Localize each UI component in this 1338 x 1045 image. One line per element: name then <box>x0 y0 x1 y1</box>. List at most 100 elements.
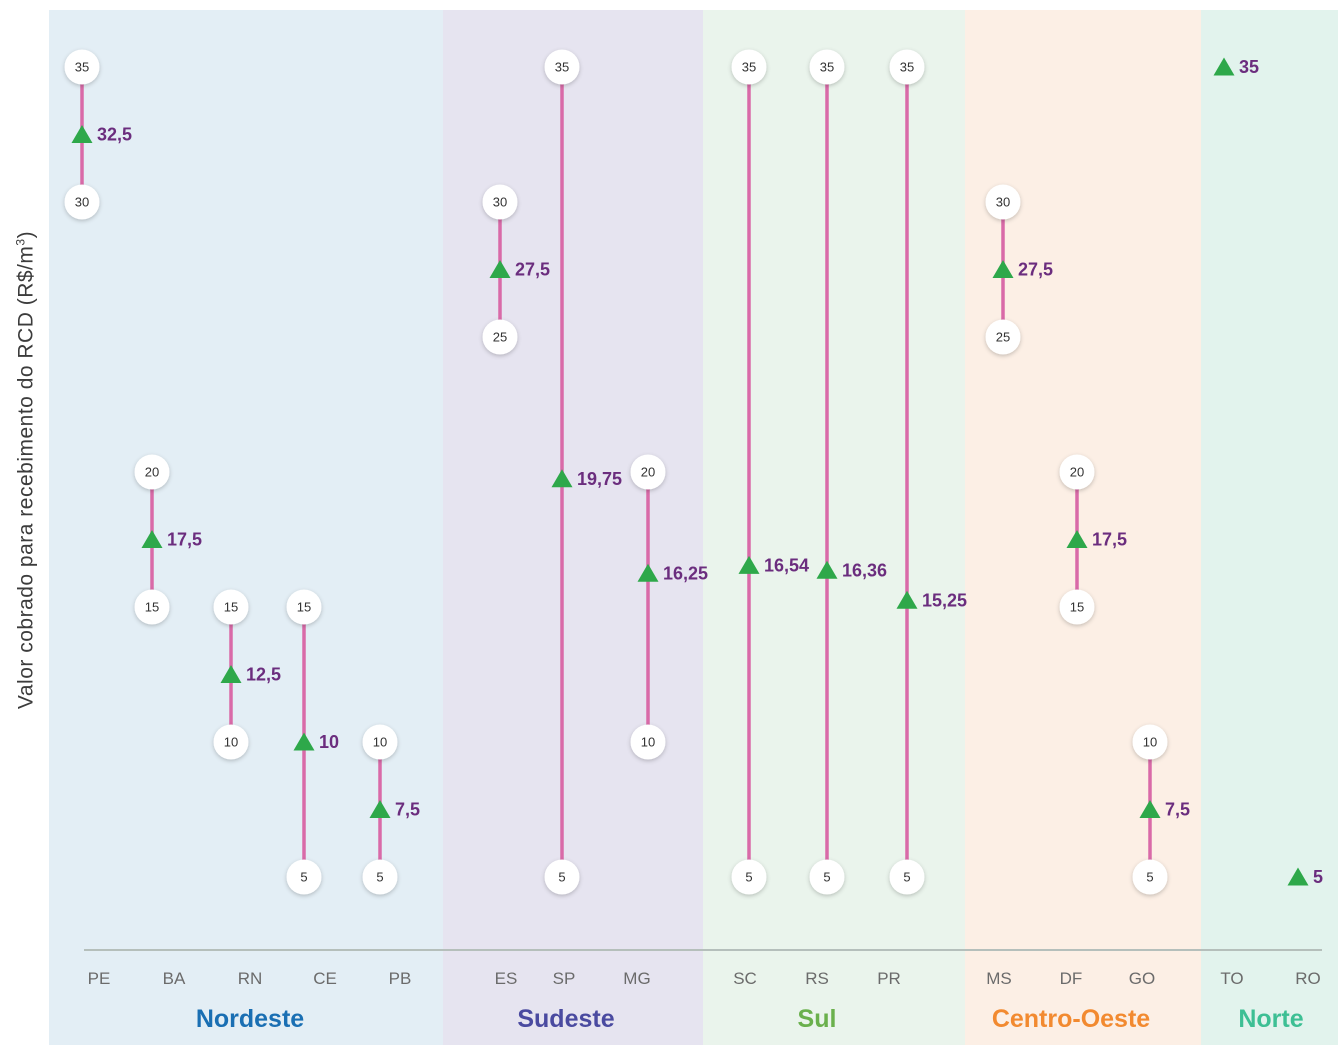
min-label-ce-dot <box>286 859 322 895</box>
y-axis-label: Valor cobrado para recebimento do RCD (R… <box>13 230 38 710</box>
min-label-pb-value: 5 <box>376 870 383 885</box>
max-label-sp-value: 35 <box>555 60 569 75</box>
max-label-mg-dot <box>630 454 666 490</box>
max-label-df-value: 20 <box>1070 465 1084 480</box>
mean-label-mg: 16,25 <box>663 563 708 583</box>
max-label-ms-dot <box>985 184 1021 220</box>
mean-marker-mg <box>637 563 659 582</box>
mean-marker-es <box>489 260 511 278</box>
mean-marker-pr <box>896 590 918 609</box>
state-label-rn: RN <box>238 969 263 988</box>
region-bg-norte <box>1201 10 1338 1045</box>
max-label-pe-dot <box>64 49 100 85</box>
state-label-es: ES <box>495 969 518 988</box>
max-label-ms-value: 30 <box>996 195 1010 210</box>
min-label-rs: 5 <box>809 859 845 895</box>
min-label-mg: 10 <box>630 724 666 760</box>
min-label-df: 15 <box>1059 589 1095 625</box>
mean-marker-ce <box>293 732 315 751</box>
min-label-es: 25 <box>482 319 518 355</box>
state-label-go: GO <box>1129 969 1155 988</box>
max-label-ba-value: 20 <box>145 465 159 480</box>
max-label-sp: 35 <box>544 49 580 85</box>
region-label-sudeste: Sudeste <box>517 1005 614 1033</box>
min-label-pb-dot <box>362 859 398 895</box>
max-label-rs: 35 <box>809 49 845 85</box>
max-label-rs-value: 35 <box>820 60 834 75</box>
min-label-pe-value: 30 <box>75 195 89 210</box>
min-label-ms-dot <box>985 319 1021 355</box>
min-label-ce: 5 <box>286 859 322 895</box>
state-label-df: DF <box>1060 969 1083 988</box>
min-label-sc-value: 5 <box>745 870 752 885</box>
mean-marker-df <box>1066 530 1088 548</box>
mean-label-rs: 16,36 <box>842 560 887 580</box>
min-label-sp-value: 5 <box>558 870 565 885</box>
max-label-es: 30 <box>482 184 518 220</box>
state-label-to: TO <box>1220 969 1243 988</box>
max-label-go-dot <box>1132 724 1168 760</box>
max-label-sp-dot <box>544 49 580 85</box>
mean-marker-sc <box>738 555 760 574</box>
min-label-sc-dot <box>731 859 767 895</box>
min-label-rn-dot <box>213 724 249 760</box>
mean-label-ro: 5 <box>1313 867 1323 887</box>
mean-marker-pe <box>71 125 93 143</box>
mean-label-rn: 12,5 <box>246 665 281 685</box>
max-label-pb-dot <box>362 724 398 760</box>
mean-marker-ms <box>992 260 1014 278</box>
max-label-ba: 20 <box>134 454 170 490</box>
max-label-mg: 20 <box>630 454 666 490</box>
mean-label-ce: 10 <box>319 732 339 752</box>
max-label-df-dot <box>1059 454 1095 490</box>
region-label-nordeste: Nordeste <box>196 1005 304 1033</box>
state-label-pr: PR <box>877 969 901 988</box>
min-label-mg-dot <box>630 724 666 760</box>
max-label-ba-dot <box>134 454 170 490</box>
max-label-rn-dot <box>213 589 249 625</box>
max-label-sc-value: 35 <box>742 60 756 75</box>
min-label-ce-value: 5 <box>300 870 307 885</box>
state-label-mg: MG <box>623 969 650 988</box>
max-label-ce-value: 15 <box>297 600 311 615</box>
max-label-pr-dot <box>889 49 925 85</box>
min-label-pr-dot <box>889 859 925 895</box>
min-label-pb: 5 <box>362 859 398 895</box>
mean-label-sp: 19,75 <box>577 469 622 489</box>
max-label-ce: 15 <box>286 589 322 625</box>
min-label-ba-dot <box>134 589 170 625</box>
max-label-rn-value: 15 <box>224 600 238 615</box>
max-label-pr: 35 <box>889 49 925 85</box>
mean-marker-pb <box>369 800 391 818</box>
min-label-pr-value: 5 <box>903 870 910 885</box>
max-label-pe-value: 35 <box>75 60 89 75</box>
max-label-sc-dot <box>731 49 767 85</box>
max-label-pb-value: 10 <box>373 735 387 750</box>
max-label-sc: 35 <box>731 49 767 85</box>
max-label-pe: 35 <box>64 49 100 85</box>
min-label-pe-dot <box>64 184 100 220</box>
min-label-rn-value: 10 <box>224 735 238 750</box>
state-label-pb: PB <box>389 969 412 988</box>
min-label-pe: 30 <box>64 184 100 220</box>
min-label-ms-value: 25 <box>996 330 1010 345</box>
max-label-es-dot <box>482 184 518 220</box>
min-label-rn: 10 <box>213 724 249 760</box>
min-label-sc: 5 <box>731 859 767 895</box>
mean-label-ba: 17,5 <box>167 530 202 550</box>
mean-label-pe: 32,5 <box>97 125 132 145</box>
min-label-ba: 15 <box>134 589 170 625</box>
state-label-ba: BA <box>163 969 186 988</box>
max-label-go: 10 <box>1132 724 1168 760</box>
max-label-df: 20 <box>1059 454 1095 490</box>
state-label-rs: RS <box>805 969 829 988</box>
min-label-pr: 5 <box>889 859 925 895</box>
mean-label-ms: 27,5 <box>1018 260 1053 280</box>
min-label-df-dot <box>1059 589 1095 625</box>
min-label-rs-value: 5 <box>823 870 830 885</box>
region-label-sul: Sul <box>798 1005 837 1033</box>
mean-label-pr: 15,25 <box>922 590 967 610</box>
region-bg-centro-oeste <box>965 10 1201 1045</box>
min-label-mg-value: 10 <box>641 735 655 750</box>
